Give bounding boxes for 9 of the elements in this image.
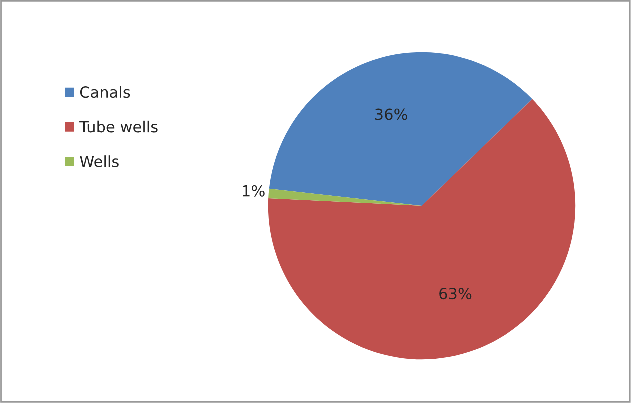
data-label: 36% (375, 108, 408, 120)
legend-label: Tube wells (80, 120, 158, 133)
legend-label: Canals (80, 86, 130, 98)
pie-slice (268, 188, 422, 206)
data-label: 1% (243, 185, 265, 197)
legend-label: Wells (80, 156, 119, 168)
pie-slice (269, 52, 532, 206)
data-label: 63% (440, 288, 472, 300)
pie-slice (268, 99, 576, 360)
